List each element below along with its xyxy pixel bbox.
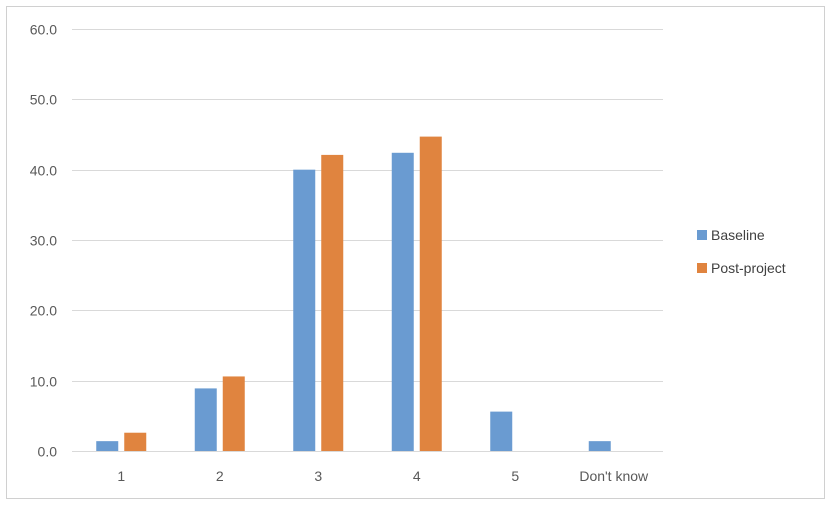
bar-post-project-2: [321, 154, 344, 451]
x-category-label: 4: [413, 468, 421, 484]
legend-item: Post-project: [697, 260, 786, 276]
legend-item: Baseline: [697, 227, 765, 243]
bar-baseline-2: [293, 169, 316, 451]
x-category-label: 3: [314, 468, 322, 484]
legend-label: Baseline: [711, 227, 765, 243]
y-tick-label: 30.0: [30, 233, 57, 249]
bar-post-project-1: [222, 376, 245, 451]
bar-baseline-0: [96, 441, 119, 451]
bar-baseline-5: [588, 441, 611, 451]
chart-border: [6, 6, 825, 499]
x-category-label: 5: [511, 468, 519, 484]
legend: Baseline Post-project: [697, 227, 786, 276]
gridlines: [72, 29, 663, 452]
y-tick-label: 40.0: [30, 163, 57, 179]
bar-post-project-3: [419, 136, 442, 452]
y-tick-label: 0.0: [38, 444, 58, 460]
y-tick-label: 10.0: [30, 374, 57, 390]
y-tick-label: 50.0: [30, 92, 57, 108]
y-tick-label: 20.0: [30, 303, 57, 319]
bar-baseline-3: [391, 152, 414, 451]
x-category-label: 2: [216, 468, 224, 484]
x-axis-categories: 1 2 3 4 5 Don't know: [117, 468, 649, 484]
bar-baseline-4: [490, 411, 513, 451]
legend-swatch: [697, 263, 707, 273]
bars: [96, 136, 611, 452]
y-axis-ticks: 0.0 10.0 20.0 30.0 40.0 50.0 60.0: [30, 22, 57, 460]
bar-post-project-0: [124, 432, 147, 451]
x-category-label: 1: [117, 468, 125, 484]
bar-baseline-1: [194, 388, 217, 451]
legend-label: Post-project: [711, 260, 786, 276]
y-tick-label: 60.0: [30, 22, 57, 38]
x-category-label: Don't know: [579, 468, 649, 484]
legend-swatch: [697, 230, 707, 240]
